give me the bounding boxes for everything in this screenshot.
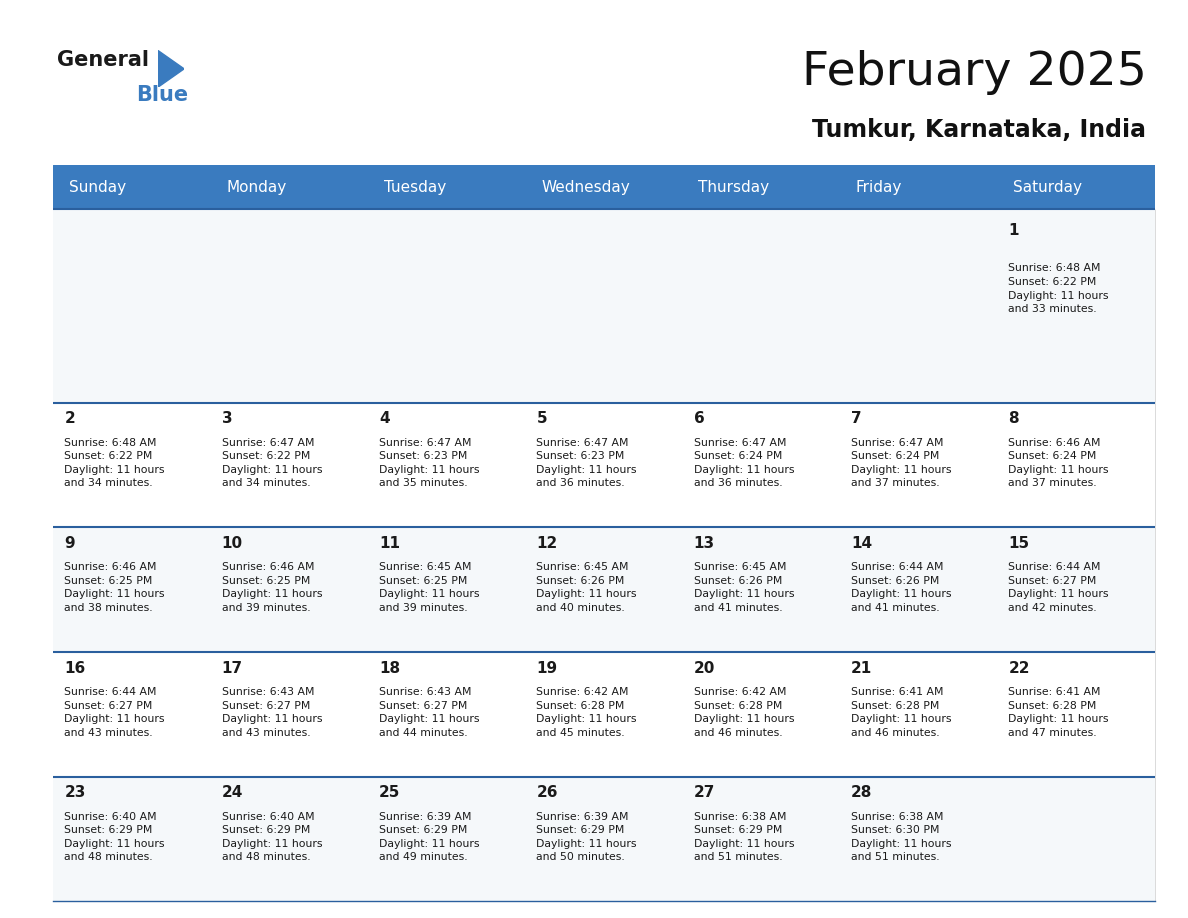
Text: Sunrise: 6:39 AM
Sunset: 6:29 PM
Daylight: 11 hours
and 50 minutes.: Sunrise: 6:39 AM Sunset: 6:29 PM Dayligh…: [537, 812, 637, 863]
Text: Sunrise: 6:47 AM
Sunset: 6:22 PM
Daylight: 11 hours
and 34 minutes.: Sunrise: 6:47 AM Sunset: 6:22 PM Dayligh…: [222, 438, 322, 488]
Text: Tuesday: Tuesday: [384, 180, 446, 195]
Text: Wednesday: Wednesday: [542, 180, 630, 195]
Text: 20: 20: [694, 661, 715, 676]
Text: 21: 21: [851, 661, 872, 676]
Text: 11: 11: [379, 536, 400, 551]
Text: Sunrise: 6:46 AM
Sunset: 6:25 PM
Daylight: 11 hours
and 38 minutes.: Sunrise: 6:46 AM Sunset: 6:25 PM Dayligh…: [64, 562, 165, 613]
Text: 1: 1: [1009, 223, 1019, 238]
Text: Sunrise: 6:45 AM
Sunset: 6:26 PM
Daylight: 11 hours
and 40 minutes.: Sunrise: 6:45 AM Sunset: 6:26 PM Dayligh…: [537, 562, 637, 613]
Text: Sunrise: 6:41 AM
Sunset: 6:28 PM
Daylight: 11 hours
and 46 minutes.: Sunrise: 6:41 AM Sunset: 6:28 PM Dayligh…: [851, 687, 952, 738]
Text: Sunrise: 6:38 AM
Sunset: 6:29 PM
Daylight: 11 hours
and 51 minutes.: Sunrise: 6:38 AM Sunset: 6:29 PM Dayligh…: [694, 812, 795, 863]
Text: 16: 16: [64, 661, 86, 676]
Text: Sunrise: 6:44 AM
Sunset: 6:27 PM
Daylight: 11 hours
and 43 minutes.: Sunrise: 6:44 AM Sunset: 6:27 PM Dayligh…: [64, 687, 165, 738]
Text: General: General: [57, 50, 148, 71]
Text: Sunrise: 6:38 AM
Sunset: 6:30 PM
Daylight: 11 hours
and 51 minutes.: Sunrise: 6:38 AM Sunset: 6:30 PM Dayligh…: [851, 812, 952, 863]
Text: 10: 10: [222, 536, 242, 551]
Text: Tumkur, Karnataka, India: Tumkur, Karnataka, India: [813, 118, 1146, 141]
Text: Sunrise: 6:42 AM
Sunset: 6:28 PM
Daylight: 11 hours
and 46 minutes.: Sunrise: 6:42 AM Sunset: 6:28 PM Dayligh…: [694, 687, 795, 738]
Text: 15: 15: [1009, 536, 1030, 551]
Text: 25: 25: [379, 786, 400, 800]
Text: Sunrise: 6:46 AM
Sunset: 6:24 PM
Daylight: 11 hours
and 37 minutes.: Sunrise: 6:46 AM Sunset: 6:24 PM Dayligh…: [1009, 438, 1108, 488]
Text: 26: 26: [537, 786, 558, 800]
Text: 28: 28: [851, 786, 872, 800]
Text: 27: 27: [694, 786, 715, 800]
Text: 3: 3: [222, 411, 233, 426]
Text: Sunrise: 6:45 AM
Sunset: 6:25 PM
Daylight: 11 hours
and 39 minutes.: Sunrise: 6:45 AM Sunset: 6:25 PM Dayligh…: [379, 562, 480, 613]
Text: Sunrise: 6:41 AM
Sunset: 6:28 PM
Daylight: 11 hours
and 47 minutes.: Sunrise: 6:41 AM Sunset: 6:28 PM Dayligh…: [1009, 687, 1108, 738]
Text: Sunrise: 6:39 AM
Sunset: 6:29 PM
Daylight: 11 hours
and 49 minutes.: Sunrise: 6:39 AM Sunset: 6:29 PM Dayligh…: [379, 812, 480, 863]
Text: 2: 2: [64, 411, 75, 426]
Text: Sunrise: 6:43 AM
Sunset: 6:27 PM
Daylight: 11 hours
and 43 minutes.: Sunrise: 6:43 AM Sunset: 6:27 PM Dayligh…: [222, 687, 322, 738]
Text: 17: 17: [222, 661, 242, 676]
Text: Sunday: Sunday: [69, 180, 126, 195]
Text: 6: 6: [694, 411, 704, 426]
Text: 12: 12: [537, 536, 557, 551]
Text: Thursday: Thursday: [699, 180, 770, 195]
Text: 24: 24: [222, 786, 244, 800]
Text: 4: 4: [379, 411, 390, 426]
Text: Saturday: Saturday: [1013, 180, 1082, 195]
Text: Sunrise: 6:47 AM
Sunset: 6:24 PM
Daylight: 11 hours
and 37 minutes.: Sunrise: 6:47 AM Sunset: 6:24 PM Dayligh…: [851, 438, 952, 488]
Text: Sunrise: 6:48 AM
Sunset: 6:22 PM
Daylight: 11 hours
and 34 minutes.: Sunrise: 6:48 AM Sunset: 6:22 PM Dayligh…: [64, 438, 165, 488]
Text: Sunrise: 6:42 AM
Sunset: 6:28 PM
Daylight: 11 hours
and 45 minutes.: Sunrise: 6:42 AM Sunset: 6:28 PM Dayligh…: [537, 687, 637, 738]
Text: Sunrise: 6:47 AM
Sunset: 6:23 PM
Daylight: 11 hours
and 35 minutes.: Sunrise: 6:47 AM Sunset: 6:23 PM Dayligh…: [379, 438, 480, 488]
Text: Monday: Monday: [227, 180, 286, 195]
Text: 19: 19: [537, 661, 557, 676]
Text: Sunrise: 6:48 AM
Sunset: 6:22 PM
Daylight: 11 hours
and 33 minutes.: Sunrise: 6:48 AM Sunset: 6:22 PM Dayligh…: [1009, 263, 1108, 314]
Text: 5: 5: [537, 411, 546, 426]
Text: 14: 14: [851, 536, 872, 551]
Text: Sunrise: 6:40 AM
Sunset: 6:29 PM
Daylight: 11 hours
and 48 minutes.: Sunrise: 6:40 AM Sunset: 6:29 PM Dayligh…: [64, 812, 165, 863]
Text: 22: 22: [1009, 661, 1030, 676]
Text: Sunrise: 6:44 AM
Sunset: 6:26 PM
Daylight: 11 hours
and 41 minutes.: Sunrise: 6:44 AM Sunset: 6:26 PM Dayligh…: [851, 562, 952, 613]
Text: 8: 8: [1009, 411, 1019, 426]
Text: Sunrise: 6:45 AM
Sunset: 6:26 PM
Daylight: 11 hours
and 41 minutes.: Sunrise: 6:45 AM Sunset: 6:26 PM Dayligh…: [694, 562, 795, 613]
Text: Friday: Friday: [855, 180, 902, 195]
Text: Sunrise: 6:43 AM
Sunset: 6:27 PM
Daylight: 11 hours
and 44 minutes.: Sunrise: 6:43 AM Sunset: 6:27 PM Dayligh…: [379, 687, 480, 738]
Text: February 2025: February 2025: [802, 50, 1146, 95]
Text: 18: 18: [379, 661, 400, 676]
Polygon shape: [158, 50, 184, 87]
Text: Sunrise: 6:47 AM
Sunset: 6:24 PM
Daylight: 11 hours
and 36 minutes.: Sunrise: 6:47 AM Sunset: 6:24 PM Dayligh…: [694, 438, 795, 488]
Text: 13: 13: [694, 536, 715, 551]
Text: Sunrise: 6:46 AM
Sunset: 6:25 PM
Daylight: 11 hours
and 39 minutes.: Sunrise: 6:46 AM Sunset: 6:25 PM Dayligh…: [222, 562, 322, 613]
Text: 7: 7: [851, 411, 861, 426]
Text: 23: 23: [64, 786, 86, 800]
Text: Sunrise: 6:44 AM
Sunset: 6:27 PM
Daylight: 11 hours
and 42 minutes.: Sunrise: 6:44 AM Sunset: 6:27 PM Dayligh…: [1009, 562, 1108, 613]
Text: Sunrise: 6:40 AM
Sunset: 6:29 PM
Daylight: 11 hours
and 48 minutes.: Sunrise: 6:40 AM Sunset: 6:29 PM Dayligh…: [222, 812, 322, 863]
Text: Blue: Blue: [137, 85, 189, 106]
Text: 9: 9: [64, 536, 75, 551]
Text: Sunrise: 6:47 AM
Sunset: 6:23 PM
Daylight: 11 hours
and 36 minutes.: Sunrise: 6:47 AM Sunset: 6:23 PM Dayligh…: [537, 438, 637, 488]
